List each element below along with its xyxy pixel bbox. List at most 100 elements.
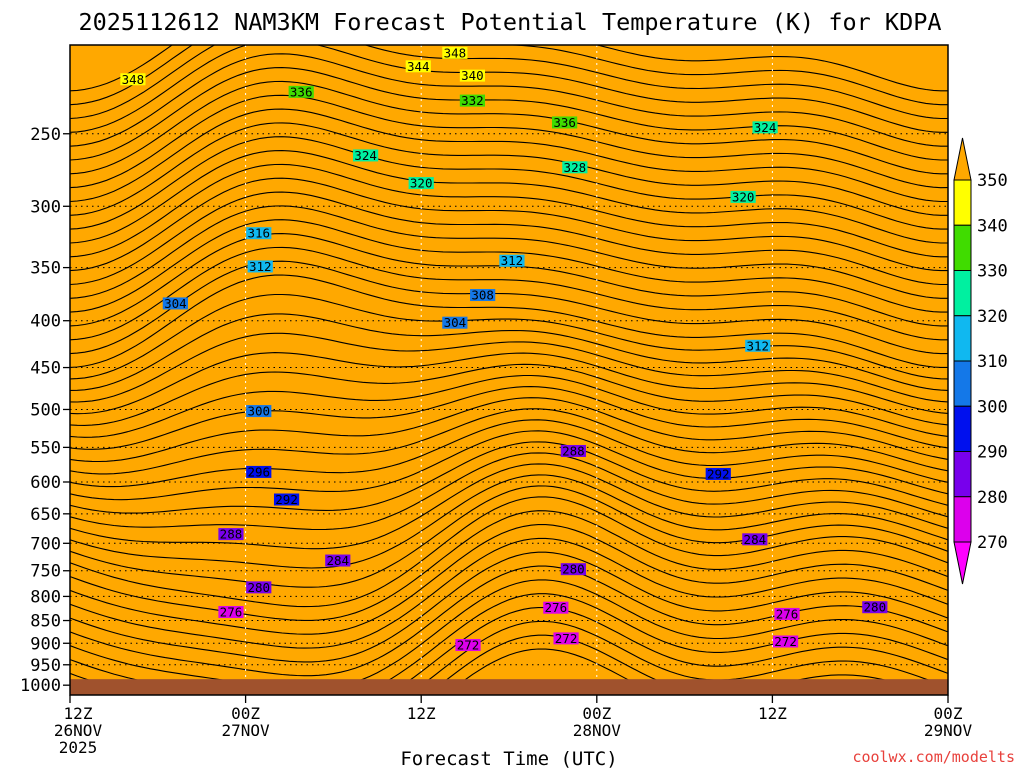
contour-label: 280	[862, 600, 888, 615]
contour-line	[70, 219, 948, 313]
contour-line	[70, 45, 948, 106]
contour-line	[70, 363, 948, 426]
contour-label-text: 312	[249, 259, 272, 274]
contour-label: 280	[246, 580, 272, 595]
contour-label-text: 312	[501, 253, 524, 268]
x-tick-label: 00Z	[934, 704, 963, 723]
colorbar-bin	[953, 315, 972, 362]
contour-label-bg	[705, 467, 731, 480]
colorbar-label: 290	[977, 443, 1008, 463]
contour-label-bg	[442, 46, 468, 59]
contour-label-text: 292	[275, 492, 298, 507]
contour-label: 304	[162, 296, 188, 311]
colorbar-label: 270	[977, 533, 1008, 553]
contour-label-text: 328	[564, 160, 587, 175]
contour-label: 340	[459, 68, 486, 83]
contour-line	[70, 293, 948, 380]
contour-label-text: 320	[410, 176, 433, 191]
contour-label-bg	[560, 563, 586, 576]
chart-title: 2025112612 NAM3KM Forecast Potential Tem…	[78, 8, 941, 36]
contour-line	[70, 94, 948, 189]
contour-line	[70, 565, 948, 677]
potential-temperature-fill	[70, 45, 948, 695]
x-tick-label: 27NOV	[222, 721, 271, 740]
y-tick-label: 650	[30, 505, 61, 525]
colorbar-bin	[953, 270, 972, 317]
colorbar-label: 280	[977, 488, 1008, 508]
contour-label-text: 348	[122, 72, 145, 87]
contour-line	[70, 620, 948, 695]
contour-label-bg	[772, 635, 799, 648]
contour-label: 348	[442, 45, 468, 60]
contour-label-bg	[442, 316, 468, 329]
contour-label-bg	[408, 177, 434, 190]
contour-line	[70, 463, 948, 550]
contour-label-text: 332	[461, 93, 484, 108]
colorbar-bin	[953, 405, 972, 452]
contour-label: 312	[499, 253, 525, 268]
x-axis-title: Forecast Time (UTC)	[400, 748, 617, 768]
contour-label: 304	[442, 315, 468, 330]
contour-label-bg	[459, 69, 486, 82]
contour-label: 348	[120, 72, 146, 87]
contour-label-text: 336	[290, 84, 313, 99]
contour-label: 336	[552, 115, 578, 130]
y-tick-label: 800	[30, 587, 61, 607]
y-tick-label: 250	[30, 125, 61, 145]
contour-line	[70, 419, 948, 488]
contour-label-text: 316	[247, 226, 270, 241]
contour-label-text: 336	[553, 115, 576, 130]
contour-label-bg	[273, 493, 300, 506]
colorbar-bin	[953, 224, 972, 271]
contour-label: 272	[772, 634, 799, 649]
y-tick-label: 1000	[20, 676, 61, 696]
contour-label: 324	[752, 120, 778, 135]
contour-line	[70, 136, 948, 230]
colorbar-bin	[953, 451, 972, 498]
y-tick-label: 550	[30, 438, 61, 458]
contour-label-text: 284	[744, 532, 767, 547]
contour-line	[70, 108, 948, 203]
colorbar-label: 340	[977, 216, 1008, 236]
contour-label-text: 276	[220, 605, 243, 620]
contour-label: 336	[288, 84, 314, 99]
contour-line	[70, 45, 948, 133]
contour-line	[70, 537, 948, 649]
y-tick-label: 500	[30, 400, 61, 420]
contour-label-text: 288	[220, 527, 243, 542]
contour-label-bg	[455, 639, 481, 652]
contour-line	[70, 332, 948, 403]
contour-label-text: 272	[774, 634, 797, 649]
contour-label-bg	[742, 533, 768, 546]
contour-label-bg	[246, 227, 272, 240]
contour-line	[70, 579, 948, 691]
contour-label-bg	[459, 94, 486, 107]
y-tick-label: 900	[30, 634, 61, 654]
contour-label: 284	[325, 553, 351, 568]
contour-label-text: 284	[327, 553, 350, 568]
contour-label-text: 296	[247, 464, 270, 479]
contour-label: 308	[470, 288, 496, 303]
contour-label-text: 280	[864, 600, 887, 615]
contour-label-text: 304	[164, 296, 187, 311]
contour-label-bg	[218, 606, 244, 619]
contour-label-bg	[405, 60, 431, 73]
plot-area: 348 348 344 340 336 336 332 328 324 324 320 320 316 3…	[70, 45, 948, 695]
colorbar-label: 330	[977, 262, 1008, 282]
colorbar-legend: 350 340 330 320 310 300 290 280 270	[953, 137, 1008, 585]
contour-label-text: 324	[354, 148, 377, 163]
contour-label-text: 280	[247, 580, 270, 595]
contour-label-bg	[120, 73, 146, 86]
y-tick-label: 450	[30, 359, 61, 379]
contour-line	[70, 45, 948, 120]
contour-label: 332	[459, 93, 486, 108]
contour-line	[70, 67, 948, 161]
fill-band	[70, 45, 948, 695]
contour-label: 272	[553, 631, 579, 646]
credit-text: coolwx.com/modelts	[852, 748, 1015, 766]
contour-label-bg	[553, 632, 579, 645]
contour-line	[70, 177, 948, 272]
contour-label-text: 320	[732, 189, 755, 204]
contour-line	[70, 122, 948, 216]
contour-label: 320	[730, 189, 756, 204]
